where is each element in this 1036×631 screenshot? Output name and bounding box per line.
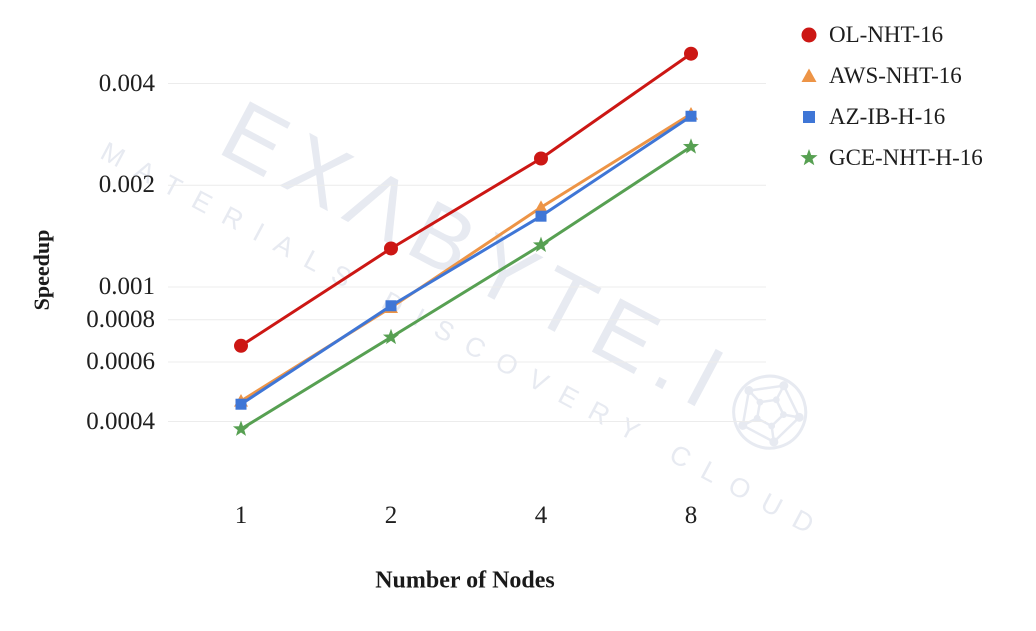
data-point-AZ-IB-H-16-node4[interactable] [535, 210, 547, 222]
data-point-AZ-IB-H-16-node1[interactable] [235, 398, 247, 410]
x-tick-label: 4 [534, 502, 548, 529]
data-point-OL-NHT-16-node2[interactable] [384, 241, 398, 256]
y-tick-label: 0.004 [98, 69, 155, 97]
data-point-OL-NHT-16-node1[interactable] [234, 338, 248, 353]
series-line-OL-NHT-16 [239, 52, 693, 348]
data-point-AWS-NHT-16-node4[interactable] [534, 200, 548, 213]
data-point-GCE-NHT-H-16-node1[interactable] [232, 420, 250, 436]
legend-item-OL-NHT-16[interactable]: OL-NHT-16 [798, 21, 983, 49]
data-point-GCE-NHT-H-16-node2[interactable] [382, 328, 400, 345]
data-point-GCE-NHT-H-16-node8[interactable] [682, 138, 700, 154]
chart-legend: OL-NHT-16 AWS-NHT-16 AZ-IB-H-16 GCE-NHT-H-1… [798, 14, 983, 185]
data-point-AZ-IB-H-16-node2[interactable] [385, 300, 397, 312]
y-tick-label: 0.0004 [86, 407, 155, 435]
y-tick-label: 0.002 [98, 171, 155, 199]
data-point-OL-NHT-16-node8[interactable] [684, 46, 698, 61]
data-point-AZ-IB-H-16-node8[interactable] [685, 110, 697, 122]
x-tick-label: 2 [384, 502, 398, 529]
series-line-GCE-NHT-H-16 [239, 145, 693, 431]
legend-label: AWS-NHT-16 [829, 63, 962, 88]
legend-triangle-icon [801, 68, 817, 82]
y-tick-label: 0.001 [98, 273, 155, 300]
series-line-AWS-NHT-16 [239, 112, 693, 403]
data-point-GCE-NHT-H-16-node4[interactable] [532, 236, 550, 253]
legend-label: GCE-NHT-H-16 [829, 145, 983, 170]
legend-item-AZ-IB-H-16[interactable]: AZ-IB-H-16 [798, 103, 983, 131]
data-point-OL-NHT-16-node4[interactable] [534, 151, 548, 166]
legend-circle-icon [801, 27, 817, 43]
legend-square-icon [803, 111, 815, 123]
legend-label: OL-NHT-16 [829, 22, 944, 47]
y-tick-label: 0.0006 [86, 347, 155, 375]
x-tick-label: 1 [234, 502, 248, 529]
legend-item-GCE-NHT-H-16[interactable]: GCE-NHT-H-16 [798, 144, 983, 172]
x-tick-label: 8 [684, 502, 698, 529]
legend-star-icon [800, 149, 818, 166]
legend-item-AWS-NHT-16[interactable]: AWS-NHT-16 [798, 62, 983, 90]
series-line-AZ-IB-H-16 [239, 114, 693, 406]
legend-label: AZ-IB-H-16 [829, 104, 946, 129]
y-tick-label: 0.0008 [86, 305, 155, 333]
x-axis-title: Number of Nodes [375, 567, 555, 594]
